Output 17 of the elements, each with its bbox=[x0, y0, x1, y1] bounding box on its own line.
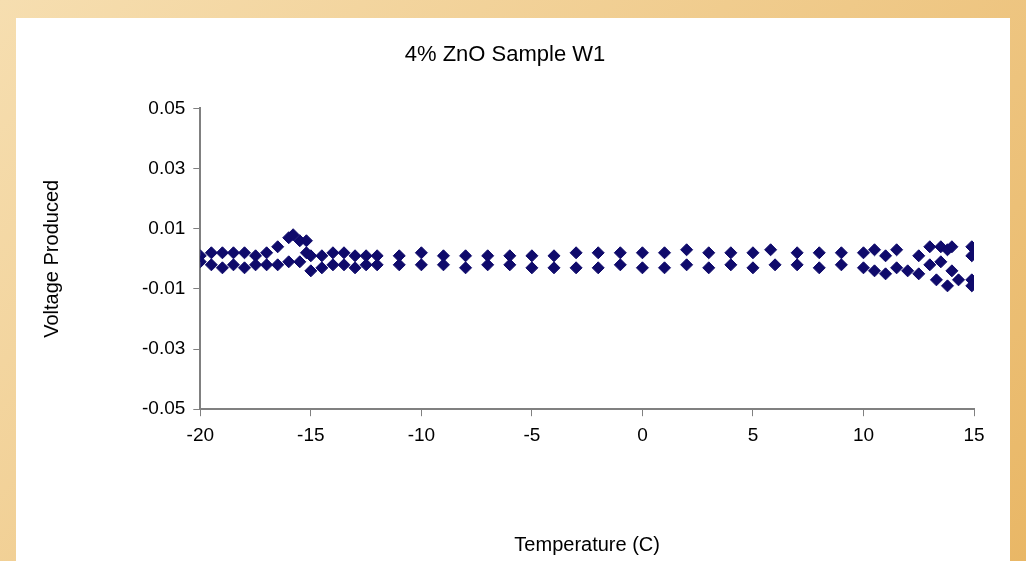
x-tick-label: 15 bbox=[963, 423, 985, 445]
x-tick-label: -20 bbox=[186, 423, 215, 445]
x-tick-label: -10 bbox=[407, 423, 436, 445]
y-tick-label: 0.03 bbox=[148, 156, 186, 178]
x-tick-label: -15 bbox=[297, 423, 325, 445]
y-tick-label: -0.01 bbox=[141, 277, 186, 299]
y-tick-label: -0.05 bbox=[141, 397, 186, 419]
x-tick-label: 10 bbox=[852, 423, 875, 445]
x-axis-title: Temperature (C) bbox=[514, 532, 660, 555]
x-tick-label: 0 bbox=[637, 423, 648, 445]
y-axis-title: Voltage Produced bbox=[39, 179, 62, 338]
y-tick-label: 0.01 bbox=[148, 216, 186, 238]
x-tick-label: 5 bbox=[747, 423, 759, 445]
x-tick-label: -5 bbox=[523, 423, 541, 445]
y-tick-label: 0.05 bbox=[148, 96, 186, 118]
y-tick-label: -0.03 bbox=[141, 337, 186, 359]
chart-title: 4% ZnO Sample W1 bbox=[404, 41, 606, 67]
